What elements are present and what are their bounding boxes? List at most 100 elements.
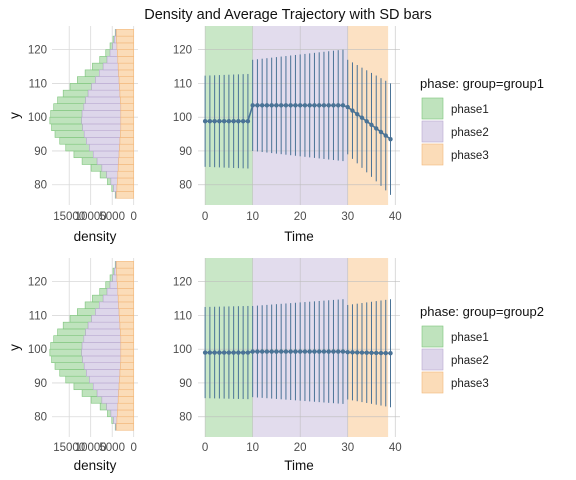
density-bar-phase2 bbox=[99, 301, 119, 309]
y-tick-label: 110 bbox=[29, 78, 47, 90]
mean-point bbox=[288, 103, 293, 108]
density-bar-phase2 bbox=[89, 143, 120, 152]
legend-title: phase: group=group1 bbox=[420, 76, 544, 91]
density-bar-phase2 bbox=[106, 402, 119, 411]
y-tick-label: 100 bbox=[28, 112, 47, 124]
y-tick-label: 90 bbox=[179, 146, 192, 158]
density-bar-phase2 bbox=[113, 184, 118, 192]
density-bar-phase2 bbox=[87, 321, 121, 330]
density-bar-phase1 bbox=[99, 402, 107, 411]
density-bar-phase2 bbox=[110, 177, 118, 186]
mean-point bbox=[212, 350, 217, 355]
legend-title: phase: group=group2 bbox=[420, 304, 544, 319]
phase-band-phase3 bbox=[347, 26, 389, 205]
density-bar-phase1 bbox=[109, 42, 113, 50]
mean-point bbox=[297, 103, 303, 108]
y-tick-label: 120 bbox=[28, 45, 47, 57]
mean-point bbox=[297, 349, 303, 354]
mean-point bbox=[274, 349, 279, 354]
mean-point bbox=[364, 119, 369, 124]
y-tick-label: 90 bbox=[34, 146, 47, 158]
mean-line bbox=[205, 104, 391, 140]
mean-point bbox=[278, 103, 284, 108]
density-bar-phase3 bbox=[120, 362, 135, 370]
legend-swatch-phase1 bbox=[421, 325, 444, 348]
mean-point bbox=[378, 350, 384, 356]
mean-point bbox=[278, 349, 284, 354]
legend-swatch-phase2 bbox=[421, 348, 444, 371]
mean-point bbox=[288, 349, 293, 354]
density-bar-phase2 bbox=[83, 362, 121, 370]
density-bar-phase1 bbox=[90, 164, 103, 172]
density-bar-phase2 bbox=[109, 281, 118, 289]
density-bar-phase3 bbox=[118, 76, 135, 84]
mean-point bbox=[245, 350, 251, 355]
density-bar-phase3 bbox=[119, 315, 135, 323]
x-tick-label: 5000 bbox=[99, 211, 125, 223]
mean-point bbox=[217, 350, 222, 355]
mean-point bbox=[378, 129, 384, 135]
density-bar-phase1 bbox=[92, 62, 104, 71]
mean-point bbox=[245, 119, 251, 124]
density-bar-phase2 bbox=[102, 62, 119, 71]
mean-point bbox=[302, 103, 308, 108]
y-tick-label: 110 bbox=[174, 310, 192, 322]
mean-point bbox=[240, 119, 246, 124]
mean-point bbox=[326, 103, 331, 108]
x-tick-label: 0 bbox=[130, 211, 136, 223]
density-bar-phase2 bbox=[101, 164, 119, 172]
density-bar-phase3 bbox=[120, 355, 135, 363]
density-bar-phase1 bbox=[49, 348, 82, 357]
density-bar-phase2 bbox=[87, 89, 121, 98]
density-bar-phase1 bbox=[99, 288, 108, 296]
density-bar-phase2 bbox=[83, 130, 121, 138]
density-bar-phase3 bbox=[116, 267, 135, 276]
mean-point bbox=[307, 349, 312, 354]
mean-point bbox=[202, 350, 208, 355]
density-bar-phase2 bbox=[114, 35, 117, 44]
mean-point bbox=[307, 103, 312, 108]
x-tick-label: 5000 bbox=[99, 442, 125, 454]
mean-point bbox=[336, 103, 341, 108]
mean-point bbox=[207, 350, 213, 355]
legend-label-phase3: phase3 bbox=[451, 378, 489, 390]
mean-point bbox=[331, 103, 336, 108]
mean-point bbox=[264, 349, 270, 354]
density-bar-phase2 bbox=[112, 274, 118, 282]
mean-point bbox=[236, 119, 241, 124]
mean-point bbox=[345, 350, 350, 355]
density-bar-phase2 bbox=[113, 416, 118, 424]
mean-point bbox=[331, 349, 336, 354]
density-bar-phase3 bbox=[117, 177, 135, 186]
y-tick-label: 110 bbox=[29, 310, 47, 322]
mean-point bbox=[236, 350, 241, 355]
mean-line bbox=[205, 350, 391, 355]
y-tick-label: 100 bbox=[28, 344, 47, 356]
mean-point bbox=[359, 350, 365, 355]
y-tick-label: 120 bbox=[173, 277, 192, 289]
x-tick-label: 0 bbox=[202, 211, 208, 223]
mean-point bbox=[264, 103, 270, 108]
density-bar-phase1 bbox=[51, 123, 83, 131]
mean-point bbox=[317, 349, 322, 354]
density-bar-phase3 bbox=[119, 321, 135, 330]
density-bar-phase1 bbox=[69, 83, 92, 91]
mean-point bbox=[274, 103, 279, 108]
mean-point bbox=[359, 115, 365, 120]
mean-point bbox=[350, 108, 355, 113]
density-bar-phase2 bbox=[81, 348, 122, 357]
density-bar-phase3 bbox=[120, 130, 135, 138]
mean-point bbox=[369, 350, 374, 355]
density-bar-phase1 bbox=[53, 103, 85, 111]
density-bar-phase1 bbox=[105, 49, 111, 57]
density-bar-phase3 bbox=[117, 402, 135, 411]
density-bar-phase2 bbox=[82, 123, 122, 131]
density-bar-phase2 bbox=[91, 315, 120, 323]
density-bar-phase1 bbox=[54, 362, 85, 370]
density-bar-phase3 bbox=[116, 274, 135, 282]
density-bar-phase1 bbox=[99, 56, 108, 64]
density-bar-phase1 bbox=[53, 335, 85, 343]
y-tick-label: 80 bbox=[179, 180, 192, 192]
x-tick-label: 10000 bbox=[75, 442, 107, 454]
